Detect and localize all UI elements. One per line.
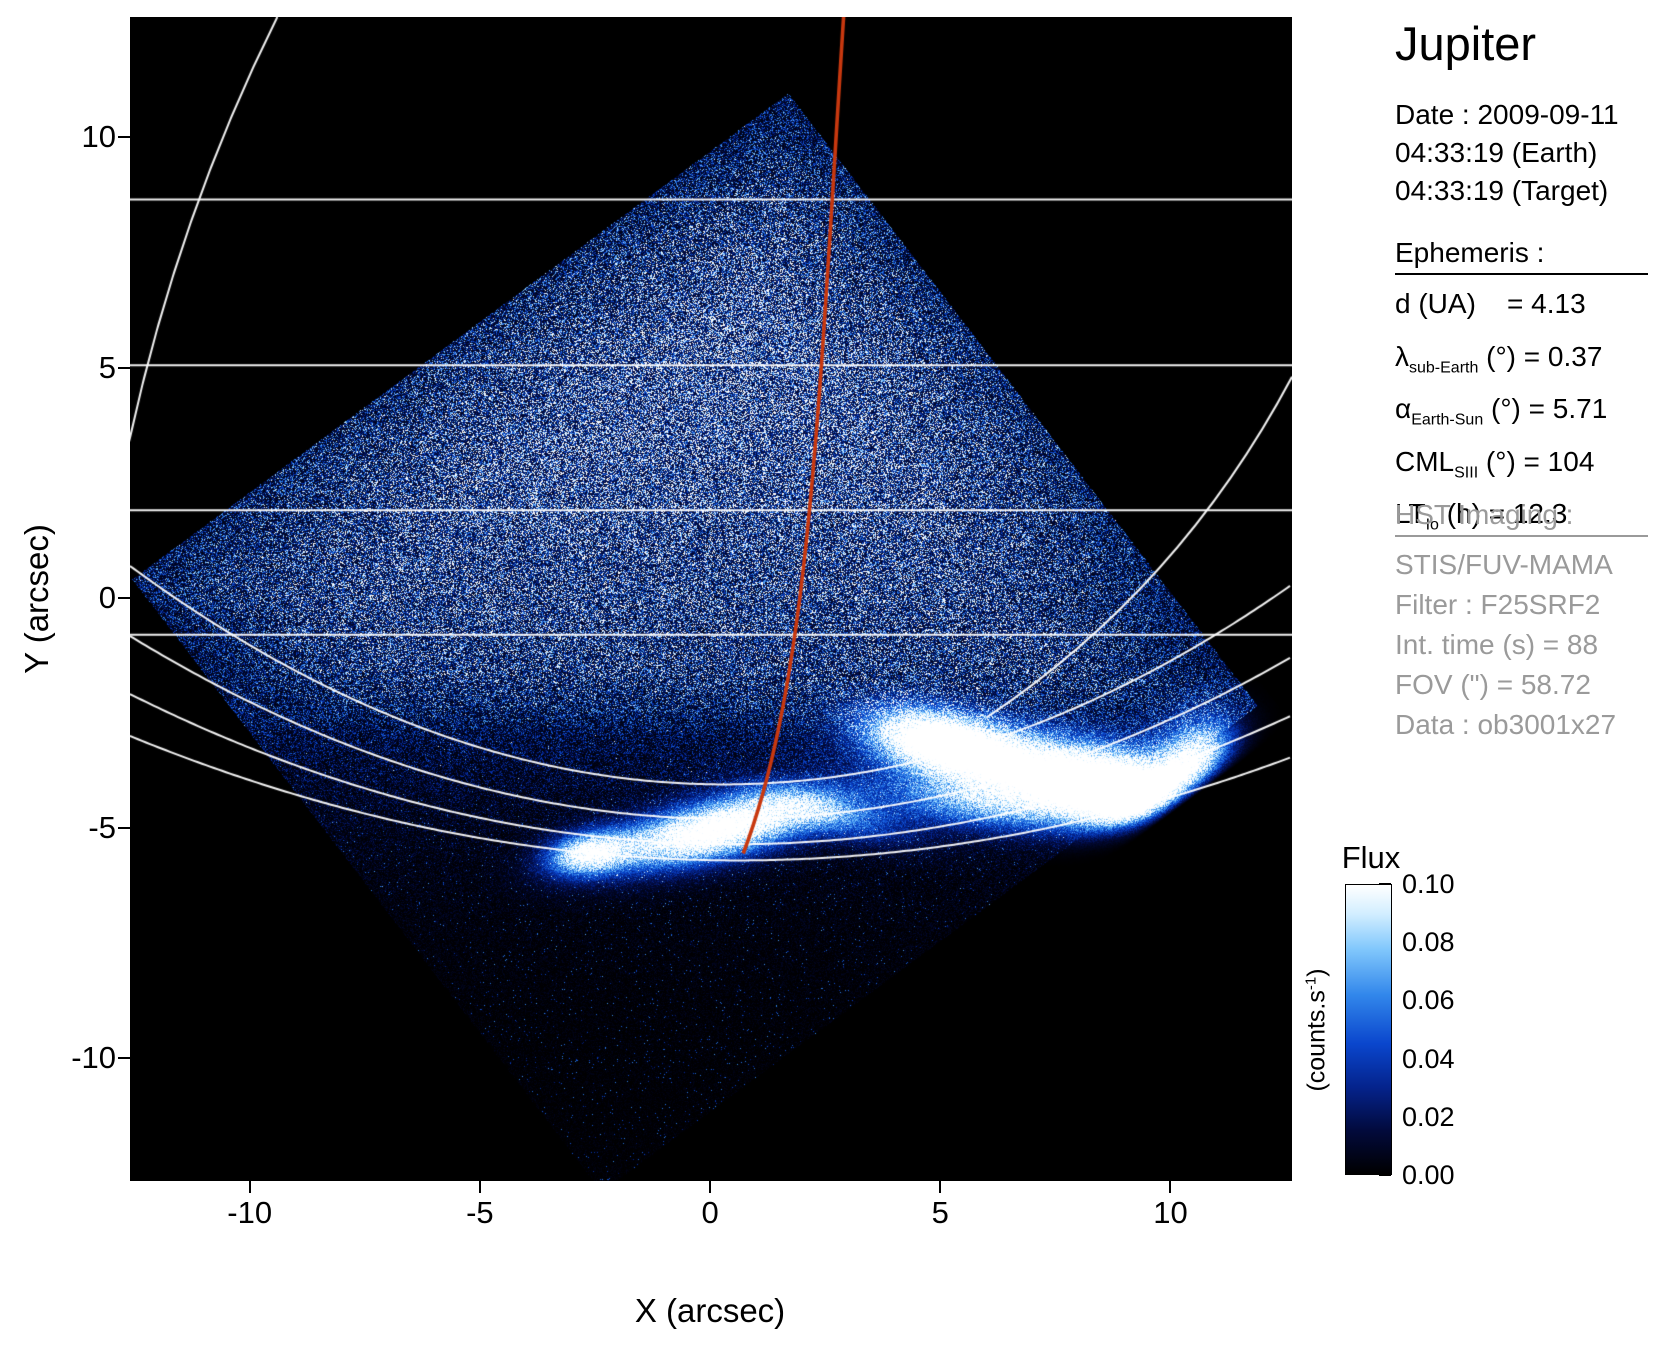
colorbar-tick-label: 0.04 (1402, 1044, 1492, 1075)
ephemeris-header: Ephemeris : (1395, 237, 1648, 275)
colorbar-tick-label: 0.10 (1402, 869, 1492, 900)
x-tick-mark (939, 1181, 941, 1193)
y-tick-mark (118, 367, 130, 369)
colorbar-tick-label: 0.06 (1402, 985, 1492, 1016)
target-title: Jupiter (1395, 16, 1536, 71)
y-tick-label: -10 (14, 1040, 116, 1076)
x-tick-label: -5 (435, 1195, 525, 1231)
colorbar-tick-label: 0.08 (1402, 927, 1492, 958)
ephemeris-subscript: SIII (1454, 464, 1478, 481)
x-tick-mark (479, 1181, 481, 1193)
colorbar-unit-label: (counts.s-1) (1302, 968, 1331, 1091)
ephemeris-row-cml: CMLSIII (°) = 104 (1395, 441, 1607, 494)
ephemeris-row-lambda: λsub-Earth (°) = 0.37 (1395, 336, 1607, 389)
y-tick-label: -5 (14, 810, 116, 846)
x-tick-label: -10 (205, 1195, 295, 1231)
colorbar-unit-exponent: -1 (1302, 977, 1319, 990)
y-tick-label: 5 (14, 350, 116, 386)
hst-imaging-header: HST Imaging : (1395, 499, 1648, 537)
x-tick-label: 10 (1125, 1195, 1215, 1231)
ephemeris-value: (°) = 5.71 (1483, 393, 1607, 424)
hst-instrument-line: STIS/FUV-MAMA (1395, 545, 1616, 585)
y-tick-label: 10 (14, 119, 116, 155)
colorbar-tick-label: 0.02 (1402, 1102, 1492, 1133)
observation-datetime: Date : 2009-09-11 04:33:19 (Earth) 04:33… (1395, 96, 1619, 210)
x-tick-mark (249, 1181, 251, 1193)
ephemeris-value: = 4.13 (1476, 288, 1586, 319)
ephemeris-symbol: λ (1395, 341, 1409, 372)
figure-root: -10 -5 0 5 10 10 5 0 -5 -10 0.10 0.08 0.06 0.04 0.02 0.… (0, 0, 1671, 1367)
x-tick-mark (709, 1181, 711, 1193)
ephemeris-subscript: Earth-Sun (1411, 412, 1483, 429)
hst-data-id-line: Data : ob3001x27 (1395, 705, 1616, 745)
time-target-line: 04:33:19 (Target) (1395, 172, 1619, 210)
ephemeris-value: (°) = 0.37 (1478, 341, 1602, 372)
x-tick-label: 0 (665, 1195, 755, 1231)
colorbar-unit-close: ) (1303, 968, 1331, 976)
ephemeris-symbol: d (UA) (1395, 288, 1476, 319)
ephemeris-subscript: sub-Earth (1409, 359, 1478, 376)
y-axis-label: Y (arcsec) (18, 524, 56, 674)
x-tick-label: 5 (895, 1195, 985, 1231)
ephemeris-row-alpha: αEarth-Sun (°) = 5.71 (1395, 388, 1607, 441)
jupiter-fuv-image-canvas (130, 17, 1292, 1181)
flux-colorbar (1345, 884, 1392, 1175)
ephemeris-symbol: CML (1395, 446, 1454, 477)
hst-imaging-list: STIS/FUV-MAMA Filter : F25SRF2 Int. time… (1395, 545, 1616, 745)
colorbar-tick-label: 0.00 (1402, 1160, 1492, 1191)
hst-fov-line: FOV (") = 58.72 (1395, 665, 1616, 705)
ephemeris-row-distance: d (UA) = 4.13 (1395, 283, 1607, 336)
colorbar-unit-main: (counts.s (1303, 990, 1331, 1091)
hst-int-time-line: Int. time (s) = 88 (1395, 625, 1616, 665)
colorbar-title: Flux (1332, 840, 1410, 876)
ephemeris-value: (°) = 104 (1478, 446, 1594, 477)
x-axis-label: X (arcsec) (509, 1292, 911, 1330)
y-tick-mark (118, 136, 130, 138)
x-tick-mark (1169, 1181, 1171, 1193)
y-tick-mark (118, 1057, 130, 1059)
y-tick-mark (118, 827, 130, 829)
date-line: Date : 2009-09-11 (1395, 96, 1619, 134)
y-tick-mark (118, 597, 130, 599)
ephemeris-symbol: α (1395, 393, 1411, 424)
time-earth-line: 04:33:19 (Earth) (1395, 134, 1619, 172)
hst-filter-line: Filter : F25SRF2 (1395, 585, 1616, 625)
